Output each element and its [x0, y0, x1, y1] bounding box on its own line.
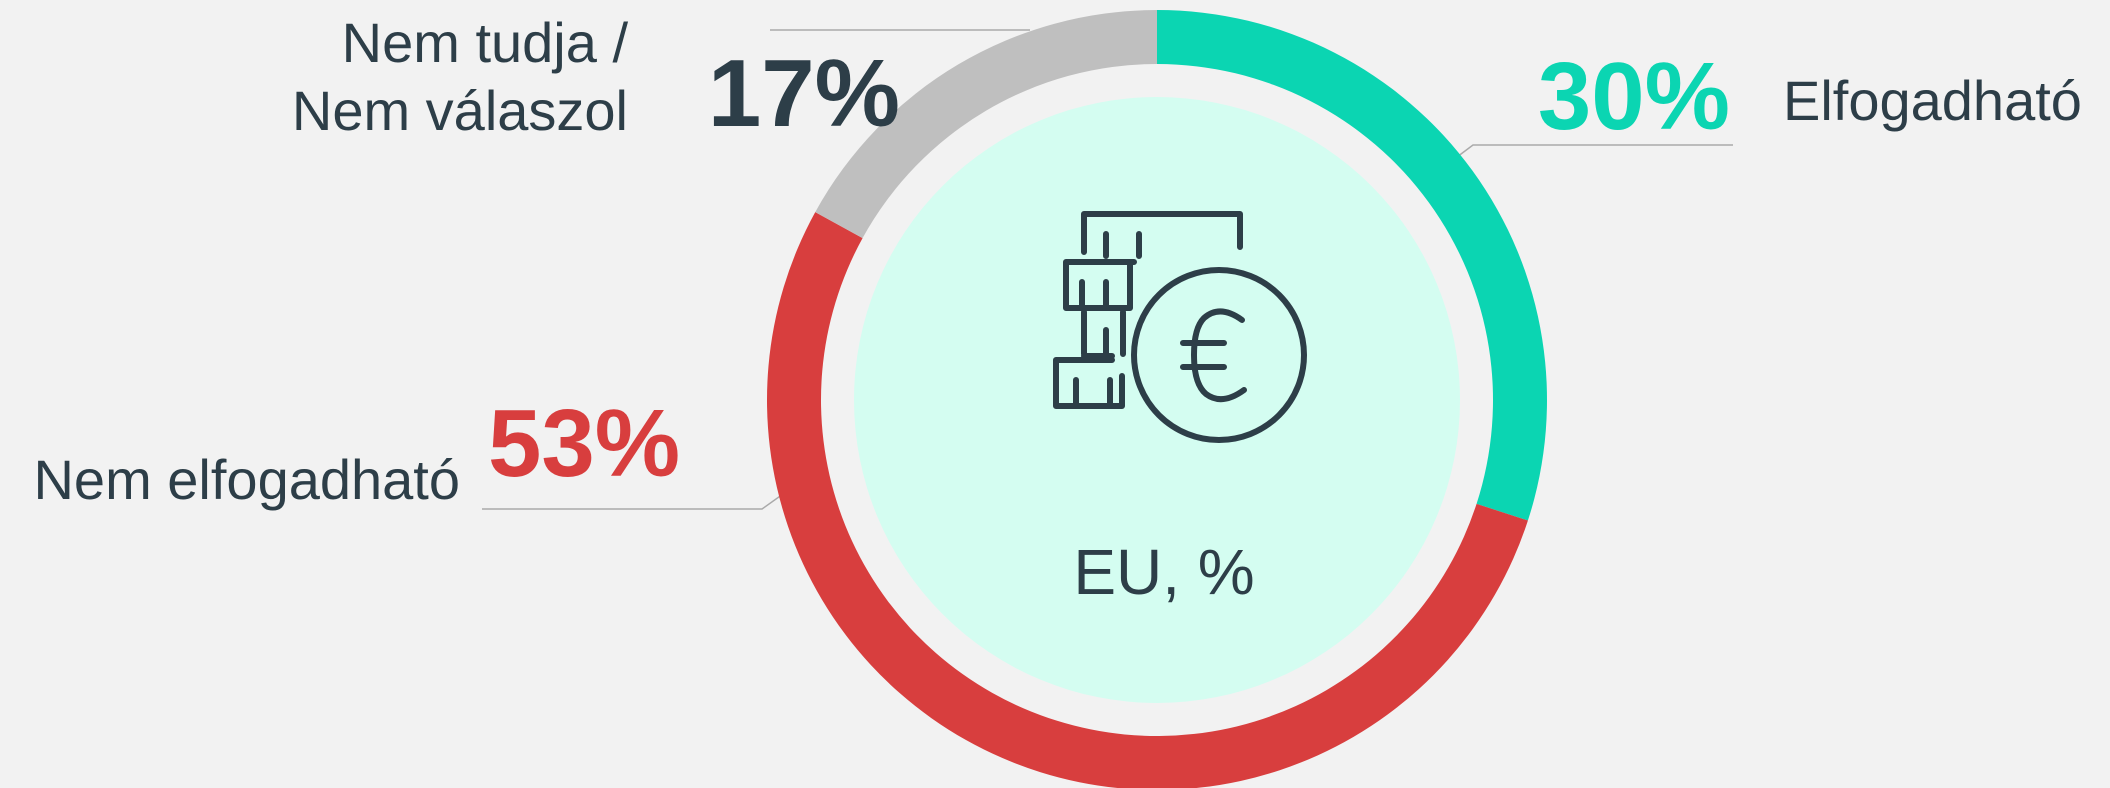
category-label: Nem elfogadható — [33, 448, 460, 511]
euro-icon — [1053, 211, 1307, 443]
center-label: EU, % — [1073, 536, 1254, 608]
center-disc — [854, 97, 1460, 703]
category-label: Nem tudja / Nem válaszol — [291, 11, 628, 142]
donut-segment — [766, 212, 1528, 788]
value-label: 53% — [488, 390, 681, 497]
value-label: 30% — [1537, 43, 1730, 150]
donut-segment — [815, 10, 1157, 239]
value-label: 17% — [707, 40, 900, 147]
donut-segment — [1157, 10, 1547, 521]
category-label: Elfogadható — [1783, 69, 2082, 132]
